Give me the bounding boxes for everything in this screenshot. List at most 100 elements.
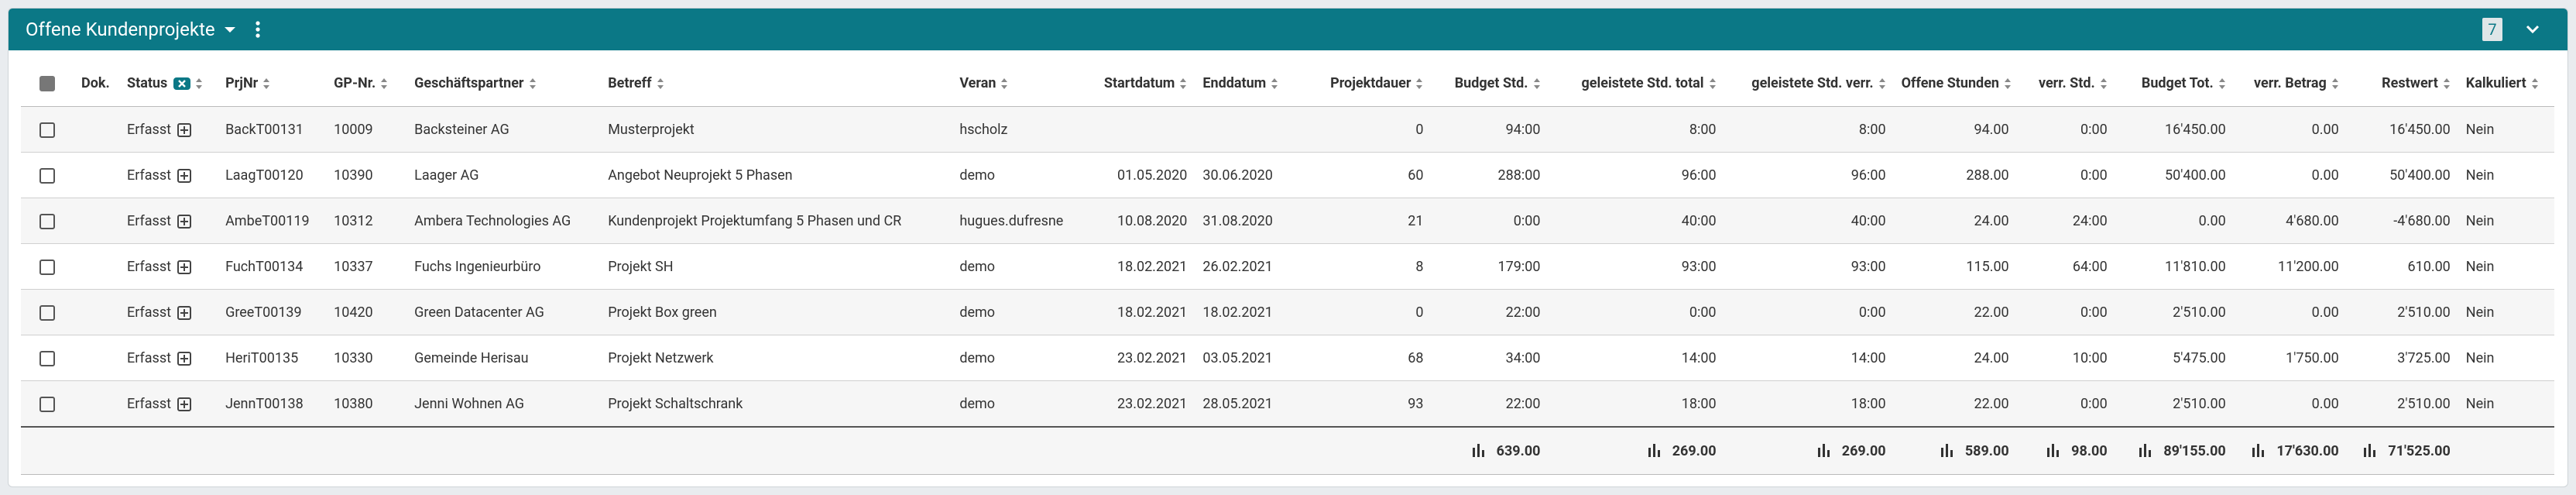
cell-text: 40:00 (1851, 212, 1886, 229)
column-header[interactable]: verr. Betrag (2233, 60, 2347, 107)
column-header[interactable]: Betreff (600, 60, 952, 107)
table-cell: 03.05.2021 (1195, 335, 1305, 381)
cell-text: 18:00 (1851, 395, 1886, 412)
column-header[interactable]: Startdatum (1083, 60, 1195, 107)
table-cell: 22.00 (1893, 289, 2017, 335)
cell-text: 16'450.00 (2165, 121, 2226, 138)
table-row: Erfasst FuchT00134 10337 Fuchs Ingenieurbür… (21, 243, 2554, 290)
column-header[interactable]: verr. Std. (2016, 60, 2115, 107)
cell-text: 0:00 (2080, 395, 2108, 412)
status-icon[interactable] (177, 122, 192, 137)
cell-text: 24:00 (2072, 212, 2108, 229)
row-checkbox[interactable] (39, 167, 55, 184)
cell-text: 93:00 (1851, 258, 1886, 275)
column-header[interactable]: Veran (952, 60, 1084, 107)
status-icon[interactable] (177, 305, 192, 320)
cell-text: HeriT00135 (225, 349, 299, 366)
cell-text: Nein (2465, 395, 2495, 412)
table-cell: Ambera Technologies AG (406, 198, 601, 244)
cell-text: 18.02.2021 (1202, 304, 1273, 321)
table-cell (74, 106, 120, 153)
cell-text: 10009 (334, 121, 373, 138)
table-cell: hugues.dufresne (952, 198, 1084, 244)
table-cell: 0:00 (2016, 380, 2115, 428)
row-checkbox[interactable] (39, 122, 55, 138)
row-checkbox[interactable] (39, 396, 55, 412)
title: Offene Kundenprojekte (26, 19, 215, 40)
table-cell: 22.00 (1893, 380, 2017, 428)
menu-icon[interactable] (256, 21, 260, 38)
status-icon[interactable] (177, 260, 192, 274)
collapse-icon[interactable] (2526, 25, 2540, 34)
row-checkbox[interactable] (39, 304, 55, 321)
column-title: Restwert (2382, 74, 2438, 91)
column-header[interactable]: geleistete Std. total (1548, 60, 1724, 107)
row-checkbox[interactable] (39, 213, 55, 229)
aggregate-icon (2047, 443, 2060, 457)
row-checkbox[interactable] (39, 259, 55, 275)
cell-text: Erfasst (127, 121, 172, 138)
table-cell: Erfasst (119, 243, 218, 290)
table-cell: 11'200.00 (2233, 243, 2347, 290)
cell-text: Projekt SH (608, 258, 674, 275)
table-cell: 10009 (326, 106, 407, 153)
status-icon[interactable] (177, 351, 192, 366)
table-cell: 16'450.00 (2346, 106, 2458, 153)
clear-filter-icon[interactable] (173, 77, 191, 90)
cell-text: Erfasst (127, 258, 172, 275)
column-header[interactable]: geleistete Std. verr. (1724, 60, 1894, 107)
cell-text: Green Datacenter AG (414, 304, 544, 321)
column-title: verr. Std. (2038, 74, 2095, 91)
table-cell: Projekt Netzwerk (600, 335, 952, 381)
total-cell (74, 426, 120, 475)
cell-text: 11'810.00 (2165, 258, 2226, 275)
cell-text: 24.00 (1974, 212, 2009, 229)
table-cell (21, 426, 74, 475)
cell-text: 10.08.2020 (1116, 212, 1188, 229)
total-cell (600, 426, 952, 475)
table-row: Erfasst LaagT00120 10390 Laager AG Angebot N… (21, 152, 2554, 198)
column-header[interactable]: Kalkuliert (2458, 60, 2554, 107)
table-cell: 34:00 (1431, 335, 1549, 381)
table-cell: JennT00138 (218, 380, 327, 428)
column-title: Kalkuliert (2465, 74, 2526, 91)
column-header[interactable]: Enddatum (1195, 60, 1305, 107)
column-header[interactable]: Budget Tot. (2115, 60, 2234, 107)
cell-text: 8 (1415, 258, 1424, 275)
table-row: Erfasst GreeT00139 10420 Green Datacenter A… (21, 289, 2554, 335)
cell-text: BackT00131 (225, 121, 304, 138)
total-value: 639.00 (1496, 442, 1541, 459)
status-icon[interactable] (177, 397, 192, 411)
table-cell (1195, 106, 1305, 153)
aggregate-icon (1648, 443, 1660, 457)
column-header[interactable]: Status (119, 60, 218, 107)
table-cell: 18.02.2021 (1083, 289, 1195, 335)
column-header[interactable]: Restwert (2346, 60, 2458, 107)
status-icon[interactable] (177, 168, 192, 183)
column-header[interactable]: Budget Std. (1431, 60, 1549, 107)
totals-row: 639.00 269.00 269.00 589.00 98.00 89'155.00 17… (21, 426, 2554, 475)
row-checkbox[interactable] (39, 350, 55, 366)
status-icon[interactable] (177, 214, 192, 229)
table-cell: Erfasst (119, 380, 218, 428)
cell-text: Projekt Schaltschrank (608, 395, 743, 412)
column-header[interactable]: Geschäftspartner (406, 60, 601, 107)
cell-text: 26.02.2021 (1202, 258, 1273, 275)
total-cell (218, 426, 327, 475)
column-header[interactable]: GP-Nr. (326, 60, 407, 107)
table-cell: HeriT00135 (218, 335, 327, 381)
column-header[interactable]: Projektdauer (1305, 60, 1432, 107)
cell-text: 0.00 (2198, 212, 2226, 229)
header-bar: Offene Kundenprojekte 7 (9, 9, 2567, 50)
cell-text: 0:00 (2080, 167, 2108, 184)
title-dropdown[interactable]: Offene Kundenprojekte (26, 19, 235, 40)
column-header[interactable]: Offene Stunden (1893, 60, 2017, 107)
table-cell: 22:00 (1431, 289, 1549, 335)
table-cell: 0.00 (2233, 289, 2347, 335)
column-header[interactable]: PrjNr (218, 60, 327, 107)
cell-text: 93 (1408, 395, 1424, 412)
table-cell: 3'725.00 (2346, 335, 2458, 381)
total-cell (119, 426, 218, 475)
select-all-checkbox[interactable] (39, 75, 55, 91)
table-cell: 11'810.00 (2115, 243, 2234, 290)
